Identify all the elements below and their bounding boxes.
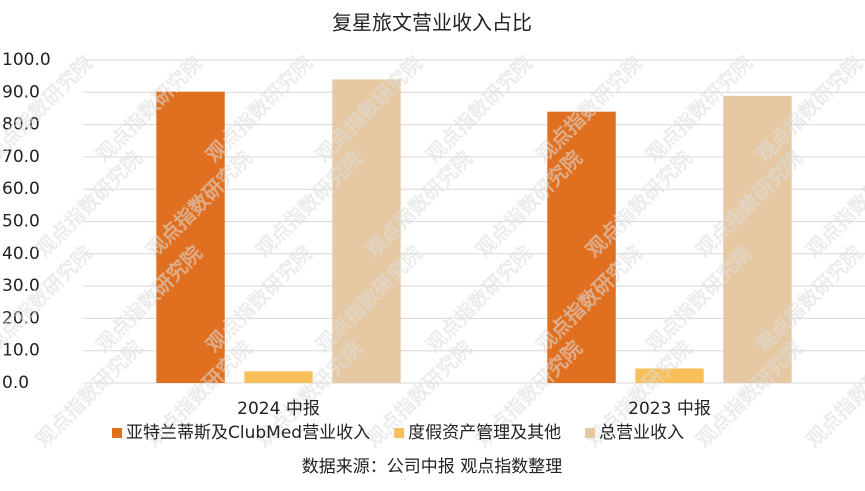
legend-swatch xyxy=(394,428,405,438)
y-tick-label: 20.0 xyxy=(2,308,40,328)
y-tick-label: 0.0 xyxy=(2,373,29,393)
watermark: 观点指数研究院 xyxy=(421,51,537,167)
legend-label: 总营业收入 xyxy=(599,423,684,443)
y-tick-label: 40.0 xyxy=(2,244,40,264)
y-tick-label: 90.0 xyxy=(2,82,40,102)
bar xyxy=(723,95,792,383)
bars xyxy=(156,79,792,384)
bar xyxy=(635,368,704,383)
watermark: 观点指数研究院 xyxy=(801,146,865,262)
bar xyxy=(156,91,225,384)
y-tick-label: 50.0 xyxy=(2,212,40,232)
y-tick-label: 60.0 xyxy=(2,179,40,199)
y-tick-label: 10.0 xyxy=(2,341,40,361)
legend-label: 度假资产管理及其他 xyxy=(408,423,561,443)
legend-label: 亚特兰蒂斯及ClubMed营业收入 xyxy=(126,423,370,443)
legend-swatch xyxy=(112,428,122,438)
y-tick-label: 80.0 xyxy=(2,115,40,135)
watermark: 观点指数研究院 xyxy=(421,241,537,357)
watermark: 观点指数研究院 xyxy=(31,146,147,262)
source-note: 数据来源：公司中报 观点指数整理 xyxy=(302,457,562,477)
watermark: 观点指数研究院 xyxy=(801,336,865,452)
y-tick-label: 30.0 xyxy=(2,276,40,296)
legend-swatch xyxy=(585,428,596,438)
bar xyxy=(332,79,401,383)
bar xyxy=(244,371,313,383)
y-tick-label: 100.0 xyxy=(2,50,51,70)
x-tick-label: 2023 中报 xyxy=(628,399,711,419)
chart-title: 复星旅文营业收入占比 xyxy=(332,11,532,35)
bar xyxy=(547,111,616,384)
x-tick-label: 2024 中报 xyxy=(237,399,320,419)
y-tick-label: 70.0 xyxy=(2,147,40,167)
